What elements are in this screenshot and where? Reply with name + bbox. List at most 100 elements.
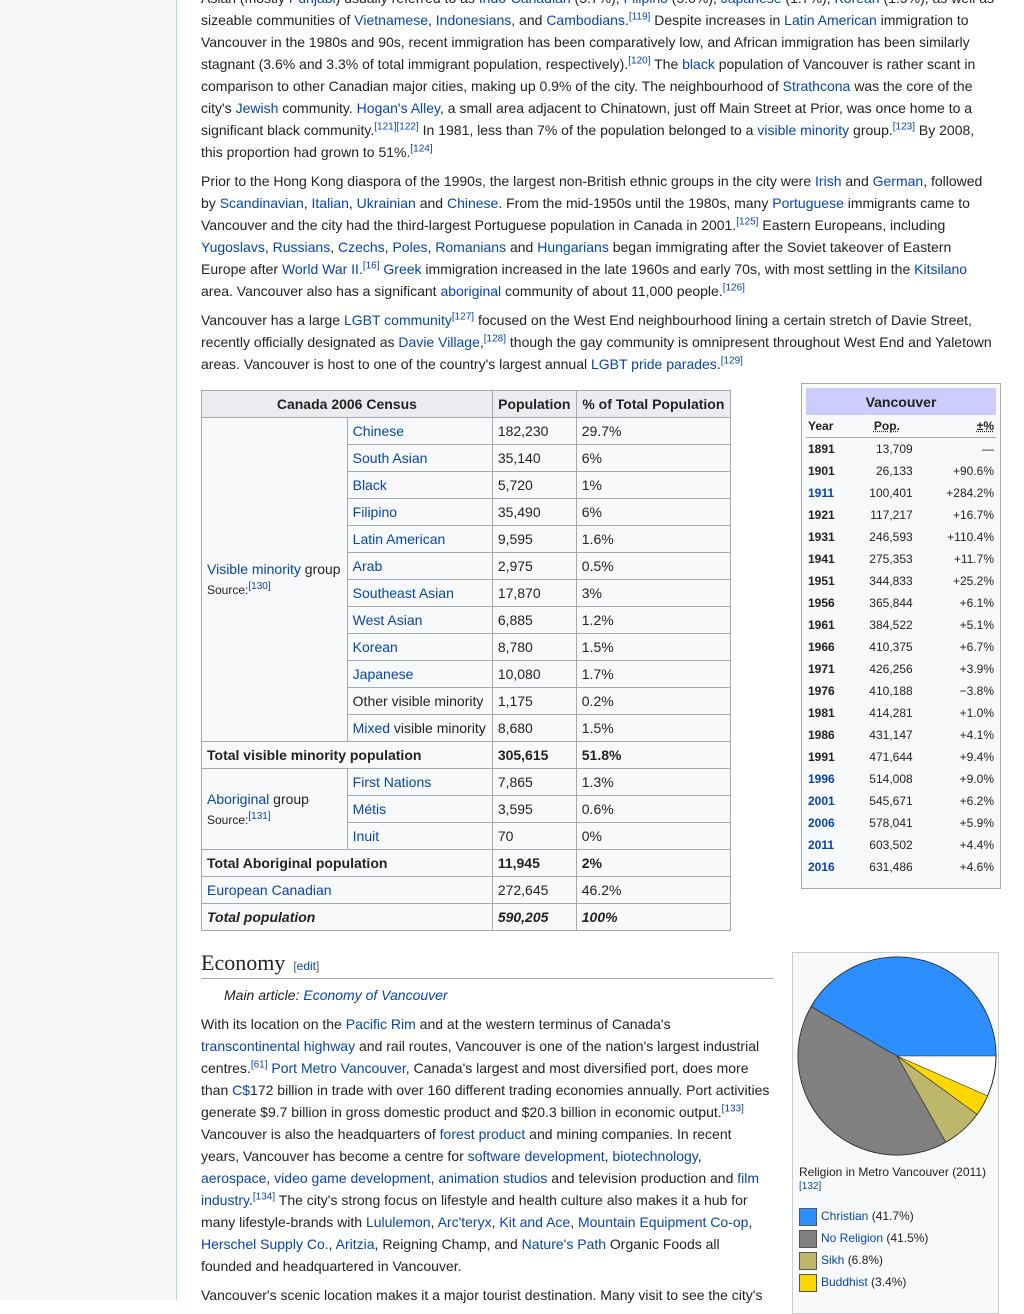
- link[interactable]: Korean: [834, 0, 879, 6]
- link[interactable]: Chinese: [352, 423, 405, 439]
- link[interactable]: Black: [352, 477, 387, 493]
- link[interactable]: Strathcona: [782, 78, 851, 94]
- year-cell[interactable]: 2011: [808, 838, 835, 852]
- legend-name[interactable]: No Religion: [821, 1231, 884, 1245]
- link[interactable]: Irish: [815, 173, 842, 189]
- link[interactable]: Japanese: [352, 666, 414, 682]
- link[interactable]: Cambodians: [546, 12, 625, 28]
- legend-name[interactable]: Christian: [821, 1209, 869, 1223]
- link[interactable]: transcontinental highway: [201, 1038, 356, 1054]
- link[interactable]: Visible minority: [207, 561, 301, 577]
- reference[interactable]: [134]: [252, 1191, 276, 1203]
- link[interactable]: LGBT community: [343, 312, 452, 328]
- link[interactable]: Yugoslavs: [201, 239, 265, 255]
- link[interactable]: Italian: [311, 195, 349, 211]
- link[interactable]: Port Metro Vancouver: [271, 1060, 406, 1076]
- link[interactable]: Economy of Vancouver: [303, 987, 448, 1003]
- link[interactable]: Inuit: [352, 828, 380, 844]
- link[interactable]: Czechs: [337, 239, 385, 255]
- link[interactable]: Greek: [383, 261, 422, 277]
- link[interactable]: Métis: [352, 801, 387, 817]
- link[interactable]: Jewish: [235, 100, 279, 116]
- link[interactable]: Hungarians: [537, 239, 609, 255]
- link[interactable]: German: [872, 173, 924, 189]
- link[interactable]: Vietnamese: [354, 12, 428, 28]
- link[interactable]: black: [682, 56, 715, 72]
- link[interactable]: Filipino: [352, 504, 398, 520]
- link[interactable]: Romanians: [435, 239, 507, 255]
- link[interactable]: video game development: [274, 1170, 431, 1186]
- reference[interactable]: [123]: [892, 121, 915, 133]
- link[interactable]: animation studios: [438, 1170, 548, 1186]
- link[interactable]: West Asian: [352, 612, 423, 628]
- link[interactable]: European Canadian: [207, 882, 332, 898]
- link[interactable]: Lululemon: [365, 1214, 431, 1230]
- link[interactable]: Scandinavian: [219, 195, 304, 211]
- year-cell[interactable]: 1911: [808, 486, 835, 500]
- link[interactable]: software development: [467, 1148, 605, 1164]
- link[interactable]: Indonesians: [435, 12, 512, 28]
- link[interactable]: Punjabi: [289, 0, 336, 6]
- legend-name[interactable]: Buddhist: [821, 1275, 868, 1289]
- link[interactable]: LGBT pride parades: [590, 356, 717, 372]
- reference[interactable]: [132]: [799, 1181, 822, 1192]
- link[interactable]: edit: [296, 959, 317, 973]
- link[interactable]: Japanese: [721, 0, 782, 6]
- link[interactable]: visible minority: [757, 122, 850, 138]
- link[interactable]: World War II: [281, 261, 359, 277]
- link[interactable]: Arab: [352, 558, 383, 574]
- reference[interactable]: [122]: [396, 121, 419, 133]
- reference[interactable]: [125]: [736, 216, 759, 228]
- link[interactable]: Aritzia: [335, 1236, 375, 1252]
- reference[interactable]: [126]: [722, 282, 745, 294]
- reference[interactable]: [131]: [248, 810, 271, 822]
- reference[interactable]: [133]: [721, 1103, 744, 1115]
- link[interactable]: biotechnology: [612, 1148, 698, 1164]
- link[interactable]: forest product: [439, 1126, 526, 1142]
- reference[interactable]: [127]: [451, 311, 475, 323]
- link[interactable]: Latin American: [352, 531, 446, 547]
- link[interactable]: Chinese: [446, 195, 499, 211]
- legend-name[interactable]: Sikh: [821, 1253, 845, 1267]
- reference[interactable]: [61]: [250, 1059, 268, 1071]
- link[interactable]: aerospace: [201, 1170, 267, 1186]
- link[interactable]: Portuguese: [772, 195, 844, 211]
- reference[interactable]: [119]: [628, 11, 651, 23]
- link[interactable]: South Asian: [352, 450, 428, 466]
- reference[interactable]: [130]: [248, 581, 271, 592]
- reference[interactable]: [124]: [410, 143, 433, 155]
- link[interactable]: C$: [232, 1082, 251, 1098]
- year-cell[interactable]: 1996: [808, 772, 835, 786]
- link[interactable]: Pacific Rim: [345, 1016, 416, 1032]
- link[interactable]: Herschel Supply Co.: [201, 1236, 329, 1252]
- link[interactable]: Latin American: [784, 12, 877, 28]
- link[interactable]: Korean: [352, 639, 398, 655]
- year-cell[interactable]: 2016: [808, 860, 835, 874]
- link[interactable]: film industry: [201, 1170, 760, 1208]
- link[interactable]: Kitsilano: [914, 261, 968, 277]
- year-cell[interactable]: 2001: [808, 794, 835, 808]
- reference[interactable]: [121]: [374, 121, 397, 133]
- link[interactable]: Russians: [272, 239, 331, 255]
- link[interactable]: Southeast Asian: [352, 585, 454, 601]
- link[interactable]: Ukrainian: [356, 195, 416, 211]
- reference[interactable]: [128]: [483, 333, 507, 345]
- population-cell: 9,595: [491, 525, 577, 553]
- link[interactable]: Aboriginal: [207, 790, 270, 807]
- link[interactable]: Davie Village: [398, 334, 480, 350]
- link[interactable]: Poles: [392, 239, 428, 255]
- link[interactable]: Kit and Ace: [499, 1214, 571, 1230]
- link[interactable]: Mountain Equipment Co-op: [577, 1214, 749, 1230]
- reference[interactable]: [120]: [628, 55, 651, 67]
- link[interactable]: First Nations: [352, 774, 432, 790]
- link[interactable]: Indo-Canadian: [479, 0, 571, 6]
- reference[interactable]: [16]: [362, 260, 380, 272]
- link[interactable]: aboriginal: [440, 283, 502, 299]
- link[interactable]: Filipino: [624, 0, 668, 6]
- link[interactable]: Hogan's Alley: [356, 100, 441, 116]
- year-cell[interactable]: 2006: [808, 816, 835, 830]
- link[interactable]: Mixed: [352, 720, 391, 736]
- reference[interactable]: [129]: [720, 355, 743, 367]
- link[interactable]: Arc'teryx: [437, 1214, 492, 1230]
- link[interactable]: Nature's Path: [521, 1236, 607, 1252]
